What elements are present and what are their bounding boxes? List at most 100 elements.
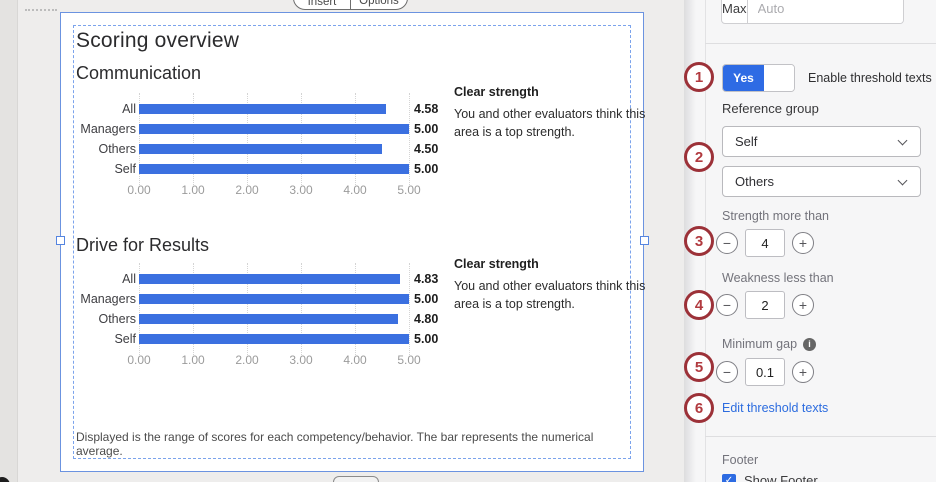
info-icon[interactable]: i [803, 337, 817, 351]
resize-handle-right[interactable] [640, 236, 649, 245]
value-label: 4.83 [414, 272, 439, 286]
enable-threshold-toggle[interactable]: Yes [722, 64, 795, 92]
chart-row: All 4.83 [76, 269, 438, 289]
page-title: Scoring overview [76, 29, 240, 52]
bar-track [139, 164, 409, 174]
margin-guide-dots [25, 9, 57, 11]
chevron-down-icon [897, 175, 908, 186]
category-label: All [122, 102, 136, 116]
weakness-less-than-label: Weakness less than [722, 271, 834, 285]
workspace-left-strip [0, 0, 18, 482]
value-label: 4.50 [414, 142, 439, 156]
minimum-gap-text: Minimum gap [722, 337, 798, 351]
axis-tick-label: 1.00 [181, 183, 205, 197]
strength-more-than-label: Strength more than [722, 209, 830, 223]
value-label: 4.58 [414, 102, 439, 116]
threshold-body: You and other evaluators think this area… [454, 279, 646, 312]
weakness-stepper: − + [716, 291, 814, 319]
chart-axis: 0.00 1.00 2.00 3.00 4.00 5.00 [127, 353, 438, 367]
chart-row: All 4.58 [76, 99, 438, 119]
chart-row: Others 4.80 [76, 309, 438, 329]
chart-axis: 0.00 1.00 2.00 3.00 4.00 5.00 [127, 183, 438, 197]
max-field-label: Max [722, 0, 748, 23]
report-page-block[interactable]: Scoring overview Communication All 4.58 Ma… [56, 12, 649, 472]
chart-rows: All 4.83 Managers 5.00 Others 4.80 Self 5.00 [76, 269, 438, 349]
threshold-text-block: Clear strength You and other evaluators … [454, 257, 650, 313]
strength-stepper: − + [716, 229, 814, 257]
annotation-circle-4: 4 [684, 290, 714, 320]
bar-chart-communication: All 4.58 Managers 5.00 Others 4.50 Self 5.00 0.… [76, 93, 438, 197]
bar [139, 314, 399, 324]
bar-track [139, 294, 409, 304]
weakness-value-input[interactable] [745, 291, 785, 319]
bar [139, 144, 382, 154]
category-label: All [122, 272, 136, 286]
section-heading-communication: Communication [76, 63, 202, 83]
enable-threshold-label: Enable threshold texts [808, 71, 932, 85]
annotation-circle-3: 3 [684, 226, 714, 256]
bar-track [139, 104, 409, 114]
show-footer-row: ✓ Show Footer [722, 473, 818, 482]
threshold-title: Clear strength [454, 257, 539, 271]
gridlines [139, 263, 410, 355]
axis-tick-label: 1.00 [181, 353, 205, 367]
strength-value-input[interactable] [745, 229, 785, 257]
axis-tick-label: 0.00 [127, 183, 151, 197]
axis-tick-label: 4.00 [343, 183, 367, 197]
plus-button[interactable]: + [792, 294, 814, 316]
bar-track [139, 314, 409, 324]
divider [705, 43, 936, 44]
bar [139, 294, 409, 304]
chart-row: Others 4.50 [76, 139, 438, 159]
threshold-title: Clear strength [454, 85, 539, 99]
options-button[interactable]: Options [350, 0, 407, 9]
edit-threshold-texts-link[interactable]: Edit threshold texts [722, 401, 829, 415]
bar [139, 104, 387, 114]
bar-track [139, 274, 409, 284]
gridlines [139, 93, 410, 185]
reference-group-label: Reference group [722, 101, 819, 116]
minus-button[interactable]: − [716, 294, 738, 316]
category-label: Managers [80, 292, 136, 306]
category-label: Managers [80, 122, 136, 136]
minus-button[interactable]: − [716, 361, 738, 383]
plus-button[interactable]: + [792, 232, 814, 254]
max-input[interactable] [747, 0, 903, 23]
show-footer-checkbox[interactable]: ✓ [722, 473, 736, 482]
toggle-off-state[interactable] [764, 65, 794, 91]
value-label: 5.00 [414, 332, 439, 346]
next-block-toolbar-partial[interactable] [333, 476, 379, 482]
axis-tick-label: 5.00 [397, 353, 421, 367]
minimum-gap-label: Minimum gap i [722, 337, 817, 351]
max-field-group: Max [721, 0, 904, 24]
threshold-body: You and other evaluators think this area… [454, 107, 646, 140]
toggle-yes-state[interactable]: Yes [723, 65, 764, 91]
bar-chart-drive-for-results: All 4.83 Managers 5.00 Others 4.80 Self 5.00 0.… [76, 263, 438, 367]
annotation-circle-5: 5 [684, 352, 714, 382]
axis-tick-label: 2.00 [235, 353, 259, 367]
axis-tick-label: 0.00 [127, 353, 151, 367]
value-label: 5.00 [414, 162, 439, 176]
minimum-gap-value-input[interactable] [745, 358, 785, 386]
chart-footer-note: Displayed is the range of scores for eac… [76, 430, 594, 458]
reference-group-select-secondary[interactable]: Others [722, 166, 921, 197]
block-toolbar: Insert Options [293, 0, 408, 10]
plus-button[interactable]: + [792, 361, 814, 383]
bar [139, 164, 409, 174]
resize-handle-left[interactable] [56, 236, 65, 245]
threshold-text-block: Clear strength You and other evaluators … [454, 85, 650, 141]
footer-section-label: Footer [722, 453, 759, 467]
settings-panel: Max Yes Enable threshold texts Reference… [684, 0, 936, 482]
axis-tick-label: 4.00 [343, 353, 367, 367]
minus-button[interactable]: − [716, 232, 738, 254]
value-label: 5.00 [414, 292, 439, 306]
minimum-gap-stepper: − + [716, 358, 814, 386]
axis-tick-label: 3.00 [289, 353, 313, 367]
chart-row: Self 5.00 [76, 159, 438, 179]
divider [705, 436, 936, 437]
category-label: Others [98, 142, 136, 156]
insert-button[interactable]: Insert [307, 0, 337, 8]
bar [139, 274, 400, 284]
annotation-circle-1: 1 [684, 62, 714, 92]
reference-group-select-primary[interactable]: Self [722, 126, 921, 157]
